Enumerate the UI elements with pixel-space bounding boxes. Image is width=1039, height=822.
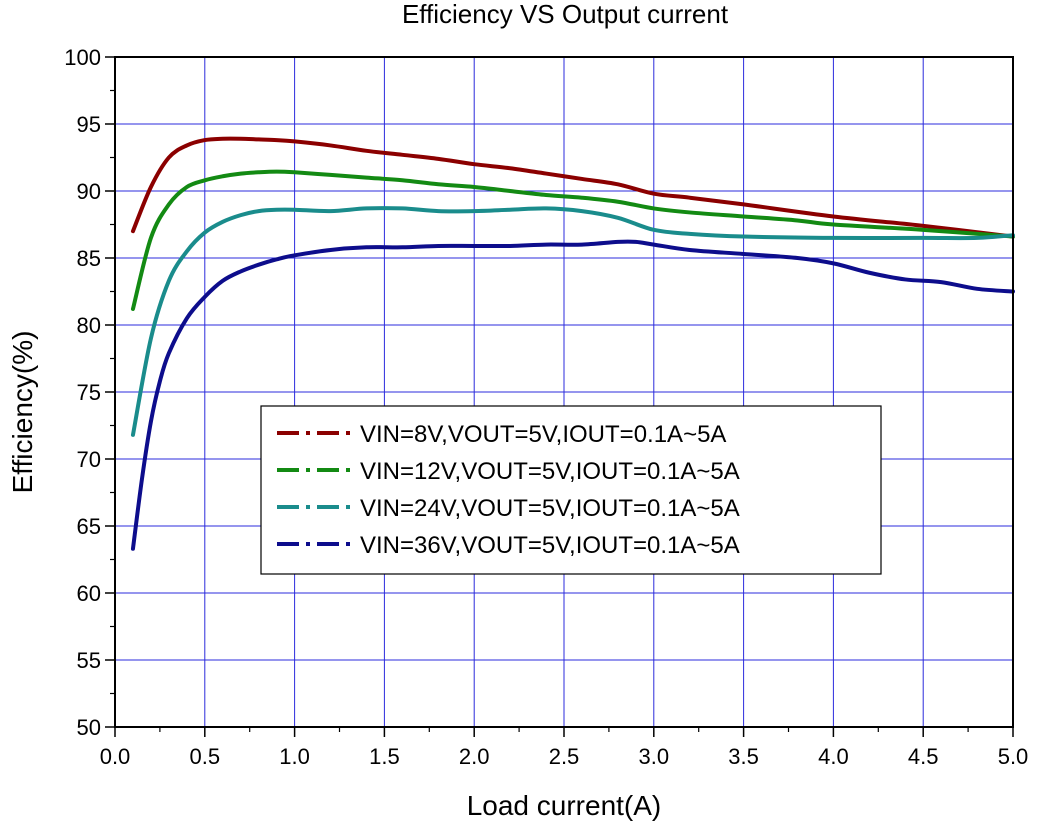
series-line-3 xyxy=(130,206,1015,437)
y-tick-label: 50 xyxy=(77,715,101,740)
x-tick-label: 4.5 xyxy=(908,744,939,769)
series-line-4 xyxy=(130,239,1015,551)
y-tick-labels: 50 55 60 65 70 75 80 85 90 95 100 xyxy=(64,45,101,740)
x-tick-label: 3.5 xyxy=(728,744,759,769)
x-tick-label: 1.5 xyxy=(369,744,400,769)
series-group xyxy=(130,136,1015,551)
x-tick-labels: 0.0 0.5 1.0 1.5 2.0 2.5 3.0 3.5 4.0 4.5 5.0 xyxy=(100,744,1029,769)
y-tick-label: 90 xyxy=(77,179,101,204)
legend-box xyxy=(260,405,882,575)
x-tick-label: 3.0 xyxy=(639,744,670,769)
x-tick-label: 4.0 xyxy=(818,744,849,769)
legend-label-4: VIN=36V,VOUT=5V,IOUT=0.1A~5A xyxy=(360,532,740,559)
legend-label-3: VIN=24V,VOUT=5V,IOUT=0.1A~5A xyxy=(360,495,740,522)
legend-label-2: VIN=12V,VOUT=5V,IOUT=0.1A~5A xyxy=(360,458,740,485)
y-tick-label: 75 xyxy=(77,380,101,405)
series-line-1 xyxy=(130,136,1015,239)
y-tick-label: 70 xyxy=(77,447,101,472)
y-tick-label: 65 xyxy=(77,514,101,539)
x-tick-label: 5.0 xyxy=(998,744,1029,769)
x-axis-label: Load current(A) xyxy=(467,790,662,821)
chart-title: Efficiency VS Output current xyxy=(402,0,729,29)
ticks xyxy=(105,56,1014,737)
y-tick-label: 60 xyxy=(77,581,101,606)
y-tick-label: 80 xyxy=(77,313,101,338)
y-tick-label: 100 xyxy=(64,45,101,70)
x-tick-label: 0.5 xyxy=(190,744,221,769)
x-tick-label: 2.5 xyxy=(549,744,580,769)
x-tick-label: 0.0 xyxy=(100,744,131,769)
y-tick-label: 85 xyxy=(77,246,101,271)
x-tick-label: 2.0 xyxy=(459,744,490,769)
y-tick-label: 55 xyxy=(77,648,101,673)
y-tick-label: 95 xyxy=(77,112,101,137)
legend-label-1: VIN=8V,VOUT=5V,IOUT=0.1A~5A xyxy=(360,421,726,448)
y-axis-label: Efficiency(%) xyxy=(7,331,38,494)
legend: VIN=8V,VOUT=5V,IOUT=0.1A~5A VIN=12V,VOUT=… xyxy=(260,405,882,575)
x-tick-label: 1.0 xyxy=(279,744,310,769)
grid xyxy=(115,57,1013,727)
series-line-2 xyxy=(130,169,1015,311)
